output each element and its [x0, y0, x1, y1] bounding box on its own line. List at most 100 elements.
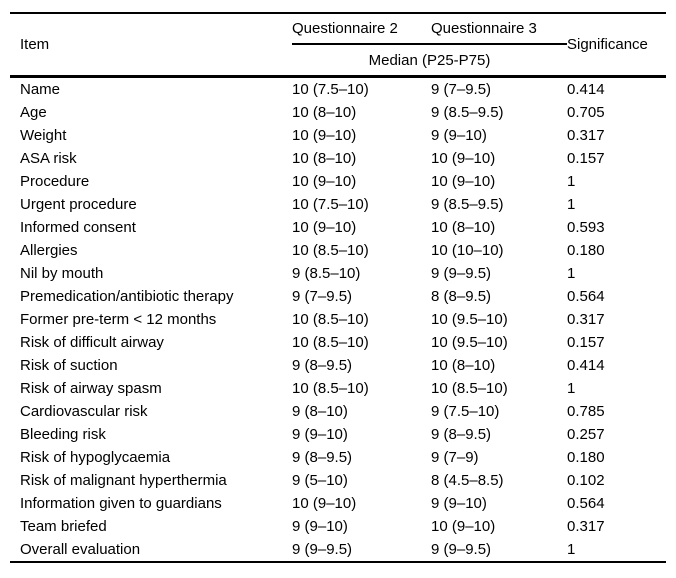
table-row: Name 10 (7.5–10) 9 (7–9.5) 0.414 — [10, 77, 666, 102]
table-row: Risk of malignant hyperthermia 9 (5–10) 8 … — [10, 469, 666, 492]
cell-q3: 10 (8–10) — [431, 219, 496, 236]
cell-q3: 9 (9–9.5) — [431, 265, 492, 282]
table-row: Premedication/antibiotic therapy 9 (7–9.5… — [10, 285, 666, 308]
cell-sig: 1 — [567, 541, 576, 558]
cell-q2: 9 (9–10) — [292, 518, 348, 535]
cell-sig: 0.180 — [567, 242, 605, 259]
cell-sig: 0.593 — [567, 219, 605, 236]
cell-item: Former pre-term < 12 months — [20, 311, 217, 328]
cell-q3: 9 (9–10) — [431, 495, 487, 512]
cell-q2: 10 (9–10) — [292, 495, 357, 512]
table-row: Information given to guardians 10 (9–10) 9… — [10, 492, 666, 515]
cell-q3: 9 (8–9.5) — [431, 426, 492, 443]
cell-q3: 9 (9–10) — [431, 127, 487, 144]
cell-q2: 10 (9–10) — [292, 127, 357, 144]
cell-q2: 10 (8.5–10) — [292, 242, 369, 259]
cell-q2: 10 (9–10) — [292, 219, 357, 236]
cell-q3: 9 (7–9.5) — [431, 81, 492, 98]
table-row: Risk of difficult airway 10 (8.5–10) 10 (9… — [10, 331, 666, 354]
table-header: Item Questionnaire 2 Questionnaire 3 Sig… — [10, 13, 666, 77]
cell-sig: 0.414 — [567, 357, 605, 374]
cell-q2: 10 (8.5–10) — [292, 334, 369, 351]
table-row: Allergies 10 (8.5–10) 10 (10–10) 0.180 — [10, 239, 666, 262]
cell-sig: 0.414 — [567, 81, 605, 98]
cell-sig: 0.317 — [567, 518, 605, 535]
header-row-questionnaires: Item Questionnaire 2 Questionnaire 3 Sig… — [10, 13, 666, 53]
cell-item: Information given to guardians — [20, 495, 222, 512]
table-body: Name 10 (7.5–10) 9 (7–9.5) 0.414 Age 10 (8–10… — [10, 77, 666, 563]
table-row: Overall evaluation 9 (9–9.5) 9 (9–9.5) 1 — [10, 538, 666, 562]
cell-sig: 0.564 — [567, 495, 605, 512]
cell-item: Bleeding risk — [20, 426, 106, 443]
cell-item: Age — [20, 104, 47, 121]
cell-q3: 10 (9.5–10) — [431, 311, 508, 328]
table-row: ASA risk 10 (8–10) 10 (9–10) 0.157 — [10, 147, 666, 170]
cell-item: Risk of malignant hyperthermia — [20, 472, 227, 489]
column-header-item: Item — [20, 36, 50, 53]
cell-item: Risk of airway spasm — [20, 380, 162, 397]
cell-sig: 0.180 — [567, 449, 605, 466]
cell-q3: 10 (8–10) — [431, 357, 496, 374]
cell-sig: 0.705 — [567, 104, 605, 121]
table-row: Procedure 10 (9–10) 10 (9–10) 1 — [10, 170, 666, 193]
subheader-median-p25-p75: Median (P25-P75) — [368, 51, 491, 69]
cell-sig: 1 — [567, 265, 576, 282]
cell-q3: 10 (10–10) — [431, 242, 504, 259]
cell-q3: 10 (9–10) — [431, 518, 496, 535]
cell-item: Urgent procedure — [20, 196, 137, 213]
table-row: Nil by mouth 9 (8.5–10) 9 (9–9.5) 1 — [10, 262, 666, 285]
cell-q2: 9 (7–9.5) — [292, 288, 353, 305]
cell-item: Nil by mouth — [20, 265, 104, 282]
cell-item: Weight — [20, 127, 67, 144]
cell-q3: 9 (8.5–9.5) — [431, 104, 504, 121]
table-row: Age 10 (8–10) 9 (8.5–9.5) 0.705 — [10, 101, 666, 124]
cell-q2: 9 (8–9.5) — [292, 357, 353, 374]
cell-item: Risk of hypoglycaemia — [20, 449, 171, 466]
cell-q2: 10 (8–10) — [292, 104, 357, 121]
table-row: Risk of suction 9 (8–9.5) 10 (8–10) 0.414 — [10, 354, 666, 377]
cell-sig: 0.102 — [567, 472, 605, 489]
cell-item: Allergies — [20, 242, 78, 259]
cell-q2: 9 (8.5–10) — [292, 265, 361, 282]
cell-q2: 10 (8.5–10) — [292, 311, 369, 328]
cell-sig: 0.317 — [567, 311, 605, 328]
table-row: Former pre-term < 12 months 10 (8.5–10) 10… — [10, 308, 666, 331]
cell-sig: 0.785 — [567, 403, 605, 420]
cell-q3: 8 (4.5–8.5) — [431, 472, 504, 489]
column-header-questionnaire-2: Questionnaire 2 — [292, 13, 431, 45]
cell-q3: 9 (9–9.5) — [431, 541, 492, 558]
cell-item: Risk of suction — [20, 357, 118, 374]
cell-q3: 8 (8–9.5) — [431, 288, 492, 305]
cell-q3: 9 (7.5–10) — [431, 403, 500, 420]
table-row: Bleeding risk 9 (9–10) 9 (8–9.5) 0.257 — [10, 423, 666, 446]
cell-q3: 9 (8.5–9.5) — [431, 196, 504, 213]
table-row: Team briefed 9 (9–10) 10 (9–10) 0.317 — [10, 515, 666, 538]
cell-q2: 10 (9–10) — [292, 173, 357, 190]
cell-item: Team briefed — [20, 518, 107, 535]
table-row: Risk of hypoglycaemia 9 (8–9.5) 9 (7–9) 0.1… — [10, 446, 666, 469]
cell-q2: 10 (7.5–10) — [292, 196, 369, 213]
cell-sig: 1 — [567, 173, 576, 190]
cell-q3: 10 (8.5–10) — [431, 380, 508, 397]
cell-sig: 1 — [567, 380, 576, 397]
cell-q2: 9 (9–10) — [292, 426, 348, 443]
table-row: Informed consent 10 (9–10) 10 (8–10) 0.593 — [10, 216, 666, 239]
column-header-questionnaire-3: Questionnaire 3 — [431, 13, 567, 45]
cell-sig: 0.317 — [567, 127, 605, 144]
cell-q3: 10 (9–10) — [431, 150, 496, 167]
cell-q2: 9 (8–9.5) — [292, 449, 353, 466]
cell-item: Cardiovascular risk — [20, 403, 148, 420]
cell-q2: 9 (9–9.5) — [292, 541, 353, 558]
cell-sig: 0.157 — [567, 150, 605, 167]
cell-q2: 9 (5–10) — [292, 472, 348, 489]
header-row-median: Median (P25-P75) — [10, 44, 666, 77]
table-row: Urgent procedure 10 (7.5–10) 9 (8.5–9.5) 1 — [10, 193, 666, 216]
cell-q2: 9 (8–10) — [292, 403, 348, 420]
cell-q3: 10 (9.5–10) — [431, 334, 508, 351]
cell-q2: 10 (8.5–10) — [292, 380, 369, 397]
cell-item: Name — [20, 81, 61, 98]
table-row: Risk of airway spasm 10 (8.5–10) 10 (8.5–1… — [10, 377, 666, 400]
cell-item: Informed consent — [20, 219, 136, 236]
cell-sig: 0.157 — [567, 334, 605, 351]
